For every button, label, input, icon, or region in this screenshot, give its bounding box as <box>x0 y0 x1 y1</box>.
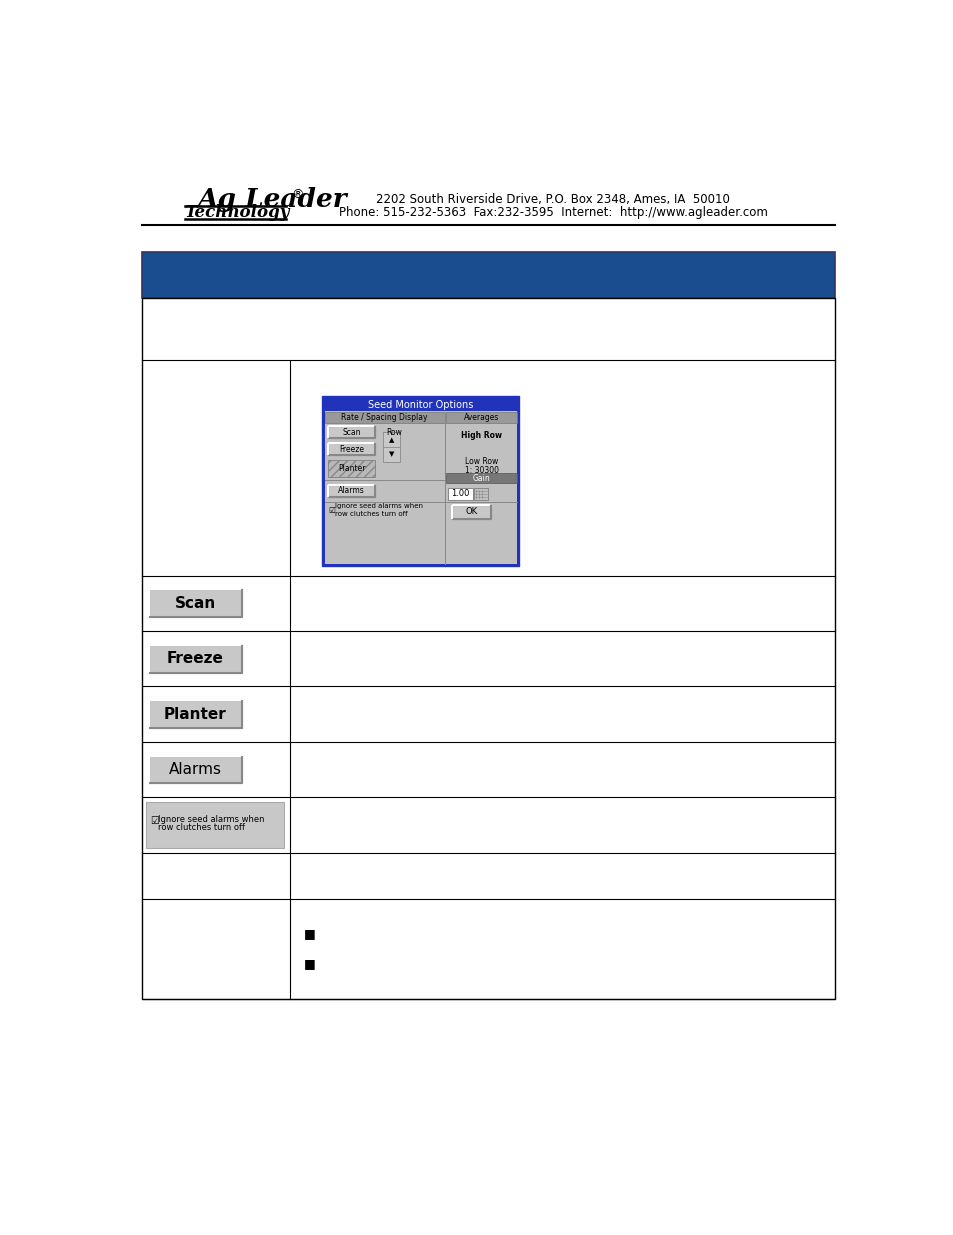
Text: ▲: ▲ <box>388 437 394 442</box>
Text: Seed Monitor Options: Seed Monitor Options <box>368 400 473 410</box>
Bar <box>446 473 517 483</box>
Bar <box>149 589 241 618</box>
Bar <box>328 426 375 438</box>
Text: 2202 South Riverside Drive, P.O. Box 2348, Ames, IA  50010: 2202 South Riverside Drive, P.O. Box 234… <box>375 194 729 206</box>
Text: Scan: Scan <box>342 427 360 437</box>
Text: Technology: Technology <box>184 204 290 221</box>
Bar <box>328 461 375 477</box>
Text: ■: ■ <box>303 927 315 941</box>
Text: 1: 30300: 1: 30300 <box>464 467 498 475</box>
Text: row clutches turn off: row clutches turn off <box>158 823 245 832</box>
Text: Phone: 515-232-5363  Fax:232-3595  Internet:  http://www.agleader.com: Phone: 515-232-5363 Fax:232-3595 Interne… <box>338 205 767 219</box>
Text: Alarms: Alarms <box>169 762 221 777</box>
Bar <box>474 488 488 500</box>
Bar <box>382 447 399 462</box>
Bar <box>382 432 399 447</box>
Bar <box>446 412 517 424</box>
Bar <box>142 299 835 999</box>
Text: Row: Row <box>386 427 402 437</box>
Text: Low Row: Low Row <box>464 457 497 466</box>
Bar <box>324 412 444 424</box>
Text: Planter: Planter <box>337 464 365 473</box>
Bar <box>322 396 518 567</box>
Text: Alarms: Alarms <box>338 487 365 495</box>
Bar <box>149 700 241 727</box>
Text: Freeze: Freeze <box>339 445 364 453</box>
Bar <box>149 756 241 783</box>
Bar <box>452 505 491 519</box>
Text: ■: ■ <box>303 957 315 971</box>
Bar <box>328 443 375 456</box>
Text: High Row: High Row <box>460 431 501 440</box>
Text: OK: OK <box>465 508 477 516</box>
Text: ☑: ☑ <box>150 816 159 826</box>
Text: row clutches turn off: row clutches turn off <box>335 511 408 517</box>
Text: Gain: Gain <box>472 474 490 483</box>
Text: 1.00: 1.00 <box>451 489 469 499</box>
Bar <box>324 399 517 411</box>
Bar <box>146 802 284 848</box>
Bar <box>149 645 241 673</box>
Bar <box>328 484 375 496</box>
Text: ☑: ☑ <box>328 506 335 515</box>
Bar <box>382 432 399 462</box>
Text: Rate / Spacing Display: Rate / Spacing Display <box>341 414 428 422</box>
Text: Averages: Averages <box>463 414 498 422</box>
Text: Ag Leader: Ag Leader <box>196 188 346 212</box>
Text: Scan: Scan <box>174 595 215 611</box>
Bar <box>447 488 472 500</box>
Text: Freeze: Freeze <box>167 651 223 666</box>
Bar <box>142 252 835 299</box>
Text: ▼: ▼ <box>388 451 394 457</box>
Text: Ignore seed alarms when: Ignore seed alarms when <box>335 503 423 509</box>
Text: Ignore seed alarms when: Ignore seed alarms when <box>158 815 264 824</box>
Text: Planter: Planter <box>164 706 227 721</box>
Bar <box>324 399 517 564</box>
Text: ®: ® <box>291 188 303 201</box>
